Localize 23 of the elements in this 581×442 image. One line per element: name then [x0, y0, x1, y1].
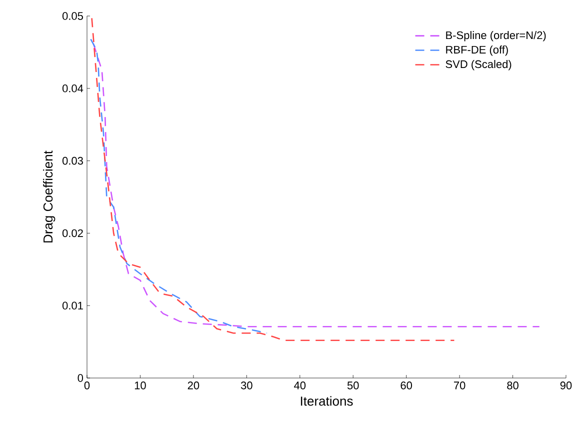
y-tick-label: 0	[78, 374, 84, 382]
line-series	[92, 42, 540, 328]
x-tick-label: 20	[188, 382, 200, 390]
x-tick-label: 10	[134, 382, 146, 390]
y-tick-label: 0.05	[62, 12, 83, 20]
x-tick-label: 40	[294, 382, 306, 390]
x-tick-label: 30	[240, 382, 252, 390]
y-tick-label: 0.01	[62, 302, 83, 310]
y-tick-label: 0.02	[62, 229, 83, 238]
y-axis-title: Drag Coefficient	[43, 150, 56, 242]
x-tick-label: 60	[400, 382, 412, 390]
legend-label: B-Spline (order=N/2)	[446, 31, 546, 42]
x-tick-label: 90	[560, 382, 572, 390]
line-series	[90, 38, 268, 334]
y-tick-label: 0.04	[62, 84, 84, 92]
legend-label: SVD (Scaled)	[446, 60, 512, 70]
x-axis-title: Iterations	[300, 396, 353, 406]
x-tick-label: 0	[84, 382, 90, 390]
x-tick-label: 50	[347, 382, 359, 390]
x-tick-label: 80	[507, 382, 518, 390]
y-tick-label: 0.03	[62, 156, 83, 165]
x-tick-label: 70	[454, 382, 466, 390]
legend-label: RBF-DE (off)	[446, 46, 508, 56]
